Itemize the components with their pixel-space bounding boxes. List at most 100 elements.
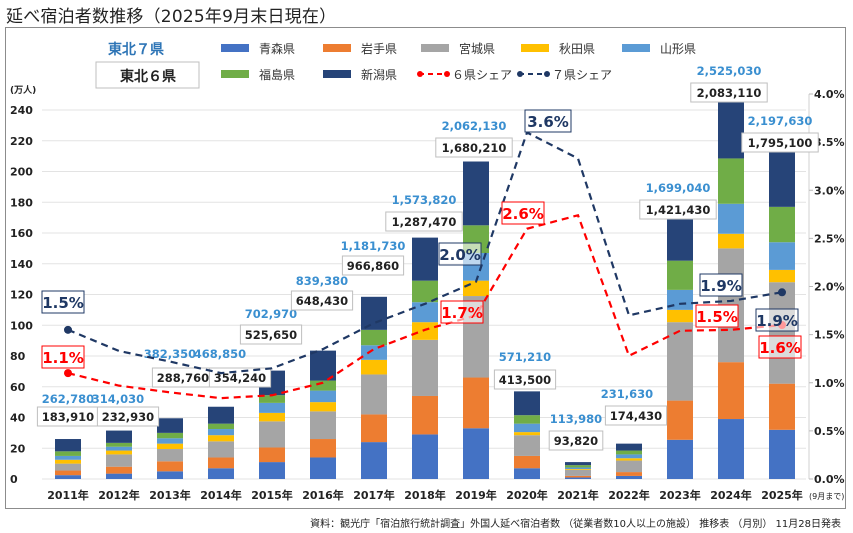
- bar-segment-秋田県: [718, 233, 744, 249]
- total-label-6pref: 1,680,210: [442, 141, 507, 155]
- y2-tick-label: 3.5%: [814, 136, 845, 149]
- total-label-box: [239, 324, 303, 345]
- total-label-7pref: 2,197,630: [748, 114, 813, 128]
- bar-segment-福島県: [259, 395, 285, 403]
- share-label: 3.6%: [527, 113, 569, 131]
- legend-label-新潟県: 新潟県: [361, 67, 397, 82]
- total-label-7pref: 382,350: [144, 347, 196, 361]
- y2-tick-label: 2.0%: [814, 281, 845, 294]
- bar-segment-秋田県: [514, 432, 540, 436]
- legend-group-6pref: 東北６県: [120, 68, 176, 85]
- total-label-6pref: 183,910: [42, 410, 94, 424]
- total-label-7pref: 571,210: [499, 350, 551, 364]
- bar-segment-秋田県: [769, 269, 795, 283]
- share-line-7pref: [67, 130, 783, 375]
- bar-segment-青森県: [106, 473, 132, 479]
- total-label-6pref: 232,930: [102, 410, 154, 424]
- total-label-7pref: 1,573,820: [392, 193, 457, 207]
- bar-segment-秋田県: [361, 359, 387, 375]
- bar-segment-福島県: [157, 432, 183, 439]
- total-label-box: [96, 406, 160, 427]
- bar-segment-山形県: [106, 446, 132, 451]
- share-label-box: [755, 308, 799, 332]
- bar-segment-福島県: [616, 450, 642, 455]
- x-tick-label: 2019年: [455, 488, 497, 502]
- legend-marker-share: [444, 71, 450, 77]
- y-tick-label: 200: [10, 166, 33, 179]
- share-label: 2.6%: [502, 205, 544, 223]
- total-label-box: [604, 405, 668, 426]
- bar-segment-岩手県: [718, 362, 744, 420]
- bar-segment-青森県: [769, 429, 795, 479]
- bar-segment-新潟県: [361, 296, 387, 330]
- y2-tick-label: 2.5%: [814, 232, 845, 245]
- bar-segment-岩手県: [157, 461, 183, 472]
- total-label-6pref: 174,430: [610, 409, 662, 423]
- y-tick-label: 20: [10, 442, 26, 455]
- legend-marker-share: [544, 71, 550, 77]
- x-note-label: (9月まで): [809, 492, 844, 501]
- x-tick-label: 2025年: [761, 488, 803, 502]
- bar-segment-青森県: [361, 442, 387, 479]
- x-tick-label: 2018年: [404, 488, 446, 502]
- bar-segment-岩手県: [616, 472, 642, 476]
- legend-label-share: ７県シェア: [552, 68, 612, 82]
- bar-segment-新潟県: [310, 350, 336, 381]
- share-line-6pref: [67, 213, 783, 400]
- total-label-box: [741, 132, 819, 153]
- bar-segment-宮城県: [361, 374, 387, 415]
- bar-segment-青森県: [616, 475, 642, 479]
- bar-segment-福島県: [208, 423, 234, 430]
- share-label: 1.1%: [42, 349, 84, 367]
- legend-swatch-秋田県: [521, 44, 549, 52]
- bar-segment-秋田県: [412, 322, 438, 340]
- bar-segment-新潟県: [55, 439, 81, 452]
- total-label-6pref: 1,795,100: [748, 136, 813, 150]
- bar-segment-宮城県: [769, 282, 795, 384]
- bar-segment-山形県: [718, 203, 744, 234]
- total-label-6pref: 1,421,430: [646, 203, 711, 217]
- share-label: 1.5%: [696, 308, 738, 326]
- total-label-box: [548, 430, 604, 451]
- total-label-box: [493, 369, 557, 390]
- legend-label-秋田県: 秋田県: [559, 42, 595, 56]
- y-tick-label: 220: [10, 135, 33, 148]
- total-label-7pref: 262,780: [42, 392, 94, 406]
- x-tick-label: 2016年: [302, 488, 344, 502]
- bar-segment-福島県: [310, 380, 336, 391]
- total-label-6pref: 2,083,110: [697, 86, 762, 100]
- total-label-7pref: 231,630: [601, 387, 653, 401]
- share-label-box: [41, 345, 85, 369]
- bar-segment-岩手県: [412, 395, 438, 435]
- total-label-6pref: 288,760: [157, 371, 209, 385]
- bar-segment-青森県: [463, 428, 489, 479]
- bar-segment-福島県: [55, 451, 81, 456]
- total-label-7pref: 468,850: [194, 347, 246, 361]
- bar-segment-秋田県: [565, 469, 591, 470]
- share-marker: [64, 325, 72, 334]
- share-label-box: [524, 109, 572, 133]
- share-label-box: [41, 290, 85, 314]
- total-label-box: [385, 211, 463, 232]
- bar-segment-新潟県: [718, 93, 744, 159]
- bar-segment-宮城県: [616, 460, 642, 473]
- bar-segment-青森県: [718, 419, 744, 479]
- bar-segment-青森県: [667, 439, 693, 479]
- bar-segment-新潟県: [565, 462, 591, 466]
- y2-tick-label: 0.5%: [814, 425, 845, 438]
- y-axis-unit: (万人): [10, 84, 36, 96]
- y-tick-label: 0: [10, 473, 18, 486]
- total-label-7pref: 314,030: [92, 392, 144, 406]
- bar-segment-山形県: [361, 345, 387, 360]
- legend-label-山形県: 山形県: [660, 42, 696, 56]
- legend-swatch-山形県: [622, 44, 650, 52]
- bar-segment-新潟県: [616, 443, 642, 451]
- bar-segment-山形県: [412, 302, 438, 323]
- legend-label-宮城県: 宮城県: [459, 41, 495, 56]
- bar-segment-秋田県: [55, 459, 81, 464]
- share-marker: [64, 369, 72, 378]
- total-label-7pref: 839,380: [296, 274, 348, 288]
- bar-segment-岩手県: [565, 475, 591, 478]
- bar-segment-宮城県: [208, 441, 234, 458]
- share-label: 1.6%: [759, 339, 801, 357]
